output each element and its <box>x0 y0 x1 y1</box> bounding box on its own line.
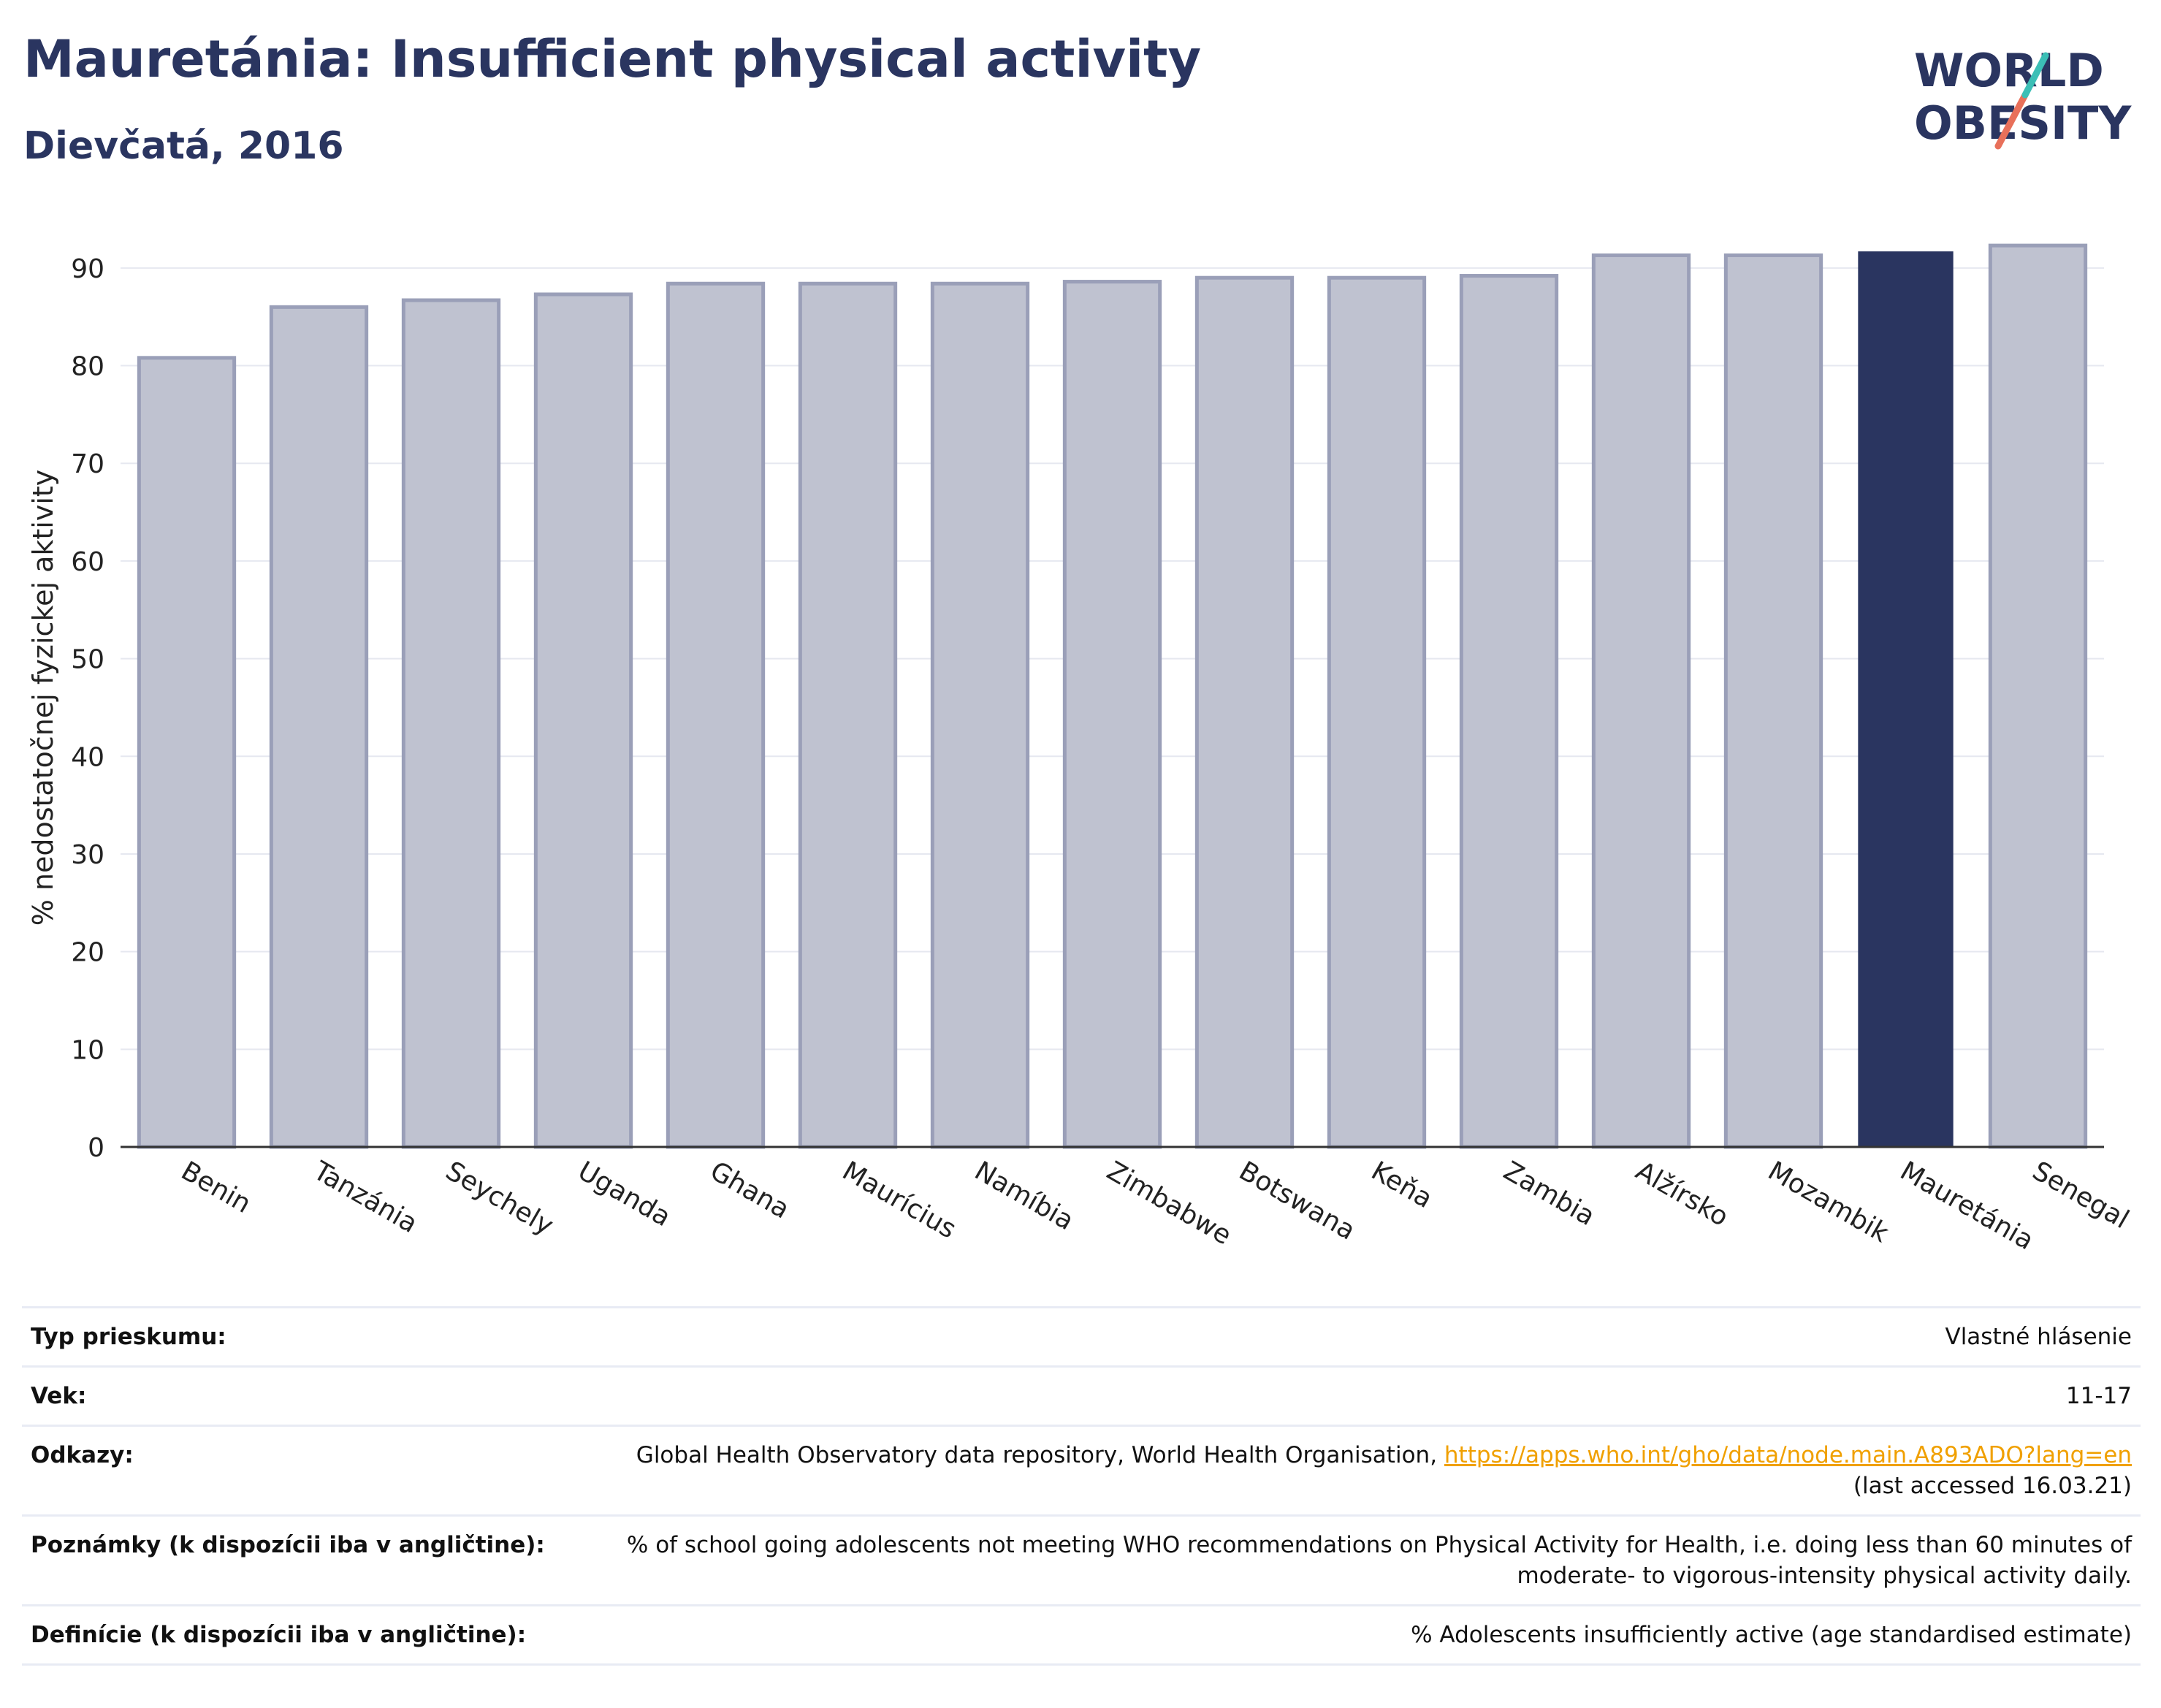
y-tick-label: 40 <box>71 742 104 772</box>
refs-note: (last accessed 16.03.21) <box>1853 1473 2132 1499</box>
age-label: Vek: <box>22 1366 595 1427</box>
bar-Zambia <box>1459 274 1559 1149</box>
x-tick-label: Namíbia <box>969 1156 1079 1236</box>
x-tick-label: Keňa <box>1366 1156 1437 1214</box>
info-row-refs: Odkazy: Global Health Observatory data r… <box>22 1425 2141 1517</box>
bar-Seychely <box>401 298 501 1149</box>
x-tick-label: Seychely <box>441 1156 558 1241</box>
y-tick-label: 70 <box>71 449 104 479</box>
bar-Namíbia <box>930 281 1030 1149</box>
x-tick-label: Alžírsko <box>1631 1156 1734 1232</box>
y-tick-label: 30 <box>71 840 104 870</box>
world-obesity-logo: WORLD OBESITY <box>1914 44 2132 150</box>
bar-Benin <box>137 356 237 1149</box>
age-value: 11-17 <box>595 1366 2141 1427</box>
x-tick-label: Maurícius <box>837 1156 961 1245</box>
refs-link[interactable]: https://apps.who.int/gho/data/node.main.… <box>1444 1442 2132 1468</box>
x-tick-label: Botswana <box>1234 1156 1360 1246</box>
bar-Uganda <box>533 292 633 1149</box>
bars <box>137 243 2088 1149</box>
x-tick-label: Tanzánia <box>308 1156 422 1239</box>
y-tick-label: 90 <box>71 254 104 284</box>
survey-label: Typ prieskumu: <box>22 1306 595 1368</box>
y-tick-label: 50 <box>71 645 104 675</box>
y-tick-label: 0 <box>88 1133 104 1163</box>
definition-value: % Adolescents insufficiently active (age… <box>595 1605 2141 1666</box>
refs-label: Odkazy: <box>22 1425 595 1517</box>
notes-label: Poznámky (k dispozícii iba v angličtine)… <box>22 1515 595 1606</box>
y-axis-label: % nedostatočnej fyzickej aktivity <box>27 470 59 926</box>
notes-line1: % of school going adolescents not meetin… <box>626 1532 2132 1558</box>
survey-value: Vlastné hlásenie <box>595 1306 2141 1368</box>
bar-Tanzánia <box>269 305 369 1149</box>
info-row-definition: Definície (k dispozícii iba v angličtine… <box>22 1605 2141 1666</box>
logo-line1: WORLD <box>1914 44 2104 97</box>
y-tick-label: 20 <box>71 938 104 968</box>
info-row-age: Vek: 11-17 <box>22 1366 2141 1427</box>
x-axis-ticks: Benin Tanzánia Seychely Uganda Ghana Mauríciu… <box>176 1156 2134 1257</box>
x-tick-label: Zimbabwe <box>1102 1156 1236 1251</box>
bar-chart: 0 10 20 30 40 50 60 70 80 90 Benin Tanzánia Seychel… <box>27 243 2134 1257</box>
x-tick-label: Mozambik <box>1763 1156 1894 1248</box>
page-title: Mauretánia: Insufficient physical activi… <box>23 29 1202 89</box>
info-row-survey: Typ prieskumu: Vlastné hlásenie <box>22 1306 2141 1368</box>
x-tick-label: Benin <box>176 1156 256 1219</box>
refs-text: Global Health Observatory data repositor… <box>636 1442 1444 1468</box>
info-row-notes: Poznámky (k dispozícii iba v angličtine)… <box>22 1515 2141 1606</box>
x-tick-label: Senegal <box>2027 1156 2134 1235</box>
bar-Keňa <box>1327 275 1427 1149</box>
bar-Alžírsko <box>1591 253 1691 1149</box>
bar-Zimbabwe <box>1062 280 1162 1149</box>
y-axis-ticks: 0 10 20 30 40 50 60 70 80 90 <box>71 254 104 1163</box>
y-tick-label: 60 <box>71 547 104 577</box>
bar-Mozambik <box>1723 253 1823 1149</box>
bar-Botswana <box>1194 275 1295 1149</box>
x-tick-label: Mauretánia <box>1895 1156 2038 1256</box>
y-tick-label: 80 <box>71 352 104 382</box>
notes-line2: moderate- to vigorous-intensity physical… <box>1517 1563 2132 1589</box>
info-table: Typ prieskumu: Vlastné hlásenie Vek: 11-… <box>22 1306 2141 1666</box>
y-tick-label: 10 <box>71 1035 104 1065</box>
bar-Maurícius <box>798 281 898 1149</box>
x-tick-label: Zambia <box>1498 1156 1600 1232</box>
bar-Ghana <box>666 281 766 1149</box>
x-tick-label: Uganda <box>573 1156 676 1232</box>
page-subtitle: Dievčatá, 2016 <box>23 124 344 168</box>
definition-label: Definície (k dispozícii iba v angličtine… <box>22 1605 595 1666</box>
bar-Mauretánia <box>1858 251 1954 1148</box>
bar-Senegal <box>1988 243 2088 1149</box>
x-tick-label: Ghana <box>705 1156 794 1224</box>
